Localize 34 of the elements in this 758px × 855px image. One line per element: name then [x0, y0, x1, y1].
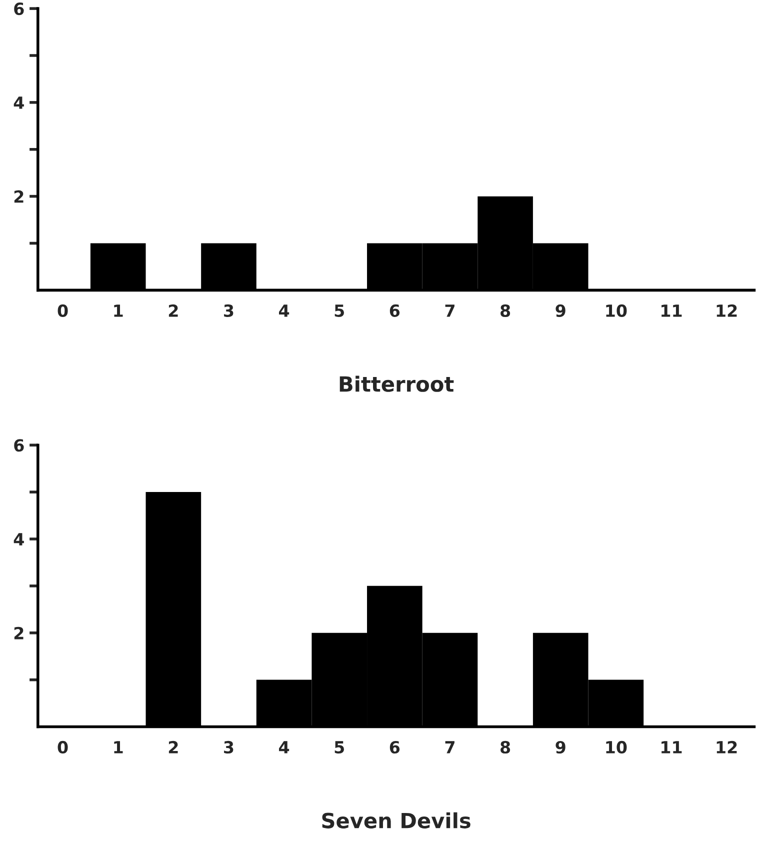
x-tick-label: 6 [390, 304, 400, 317]
x-axis-title: Seven Devils [322, 812, 470, 828]
x-tick-label: 2 [168, 304, 178, 317]
y-tick-label: 6 [14, 2, 24, 16]
x-tick-label: 3 [224, 740, 234, 754]
x-tick-label: 9 [556, 740, 566, 754]
x-tick-label: 12 [716, 304, 737, 317]
x-tick-label: 8 [500, 740, 510, 754]
y-tick-label: 4 [14, 96, 24, 109]
x-tick-label: 11 [662, 304, 682, 317]
x-tick-label: 6 [390, 740, 400, 754]
y-tick-label: 2 [14, 190, 24, 203]
x-tick-label: 10 [606, 740, 627, 754]
x-tick-label: 11 [662, 741, 682, 754]
x-tick-label: 2 [168, 740, 178, 754]
x-tick-label: 4 [278, 304, 290, 317]
y-tick-label: 2 [14, 626, 24, 640]
x-tick-label: 0 [58, 740, 68, 754]
x-tick-label: 12 [716, 740, 737, 754]
x-axis-title: Bitterroot [340, 376, 454, 392]
x-tick-label: 0 [58, 304, 68, 317]
x-tick-label: 1 [114, 741, 123, 754]
x-tick-label: 3 [224, 304, 234, 317]
x-tick-label: 5 [334, 741, 344, 754]
x-tick-label: 7 [445, 741, 454, 754]
x-tick-label: 1 [114, 304, 123, 317]
x-tick-label: 5 [334, 304, 344, 317]
x-tick-label: 4 [278, 741, 290, 754]
x-tick-label: 7 [445, 304, 454, 317]
x-tick-label: 8 [500, 304, 510, 317]
x-tick-label: 10 [606, 304, 627, 317]
y-tick-label: 4 [14, 533, 24, 546]
y-tick-label: 6 [14, 439, 24, 452]
x-tick-label: 9 [556, 304, 566, 317]
